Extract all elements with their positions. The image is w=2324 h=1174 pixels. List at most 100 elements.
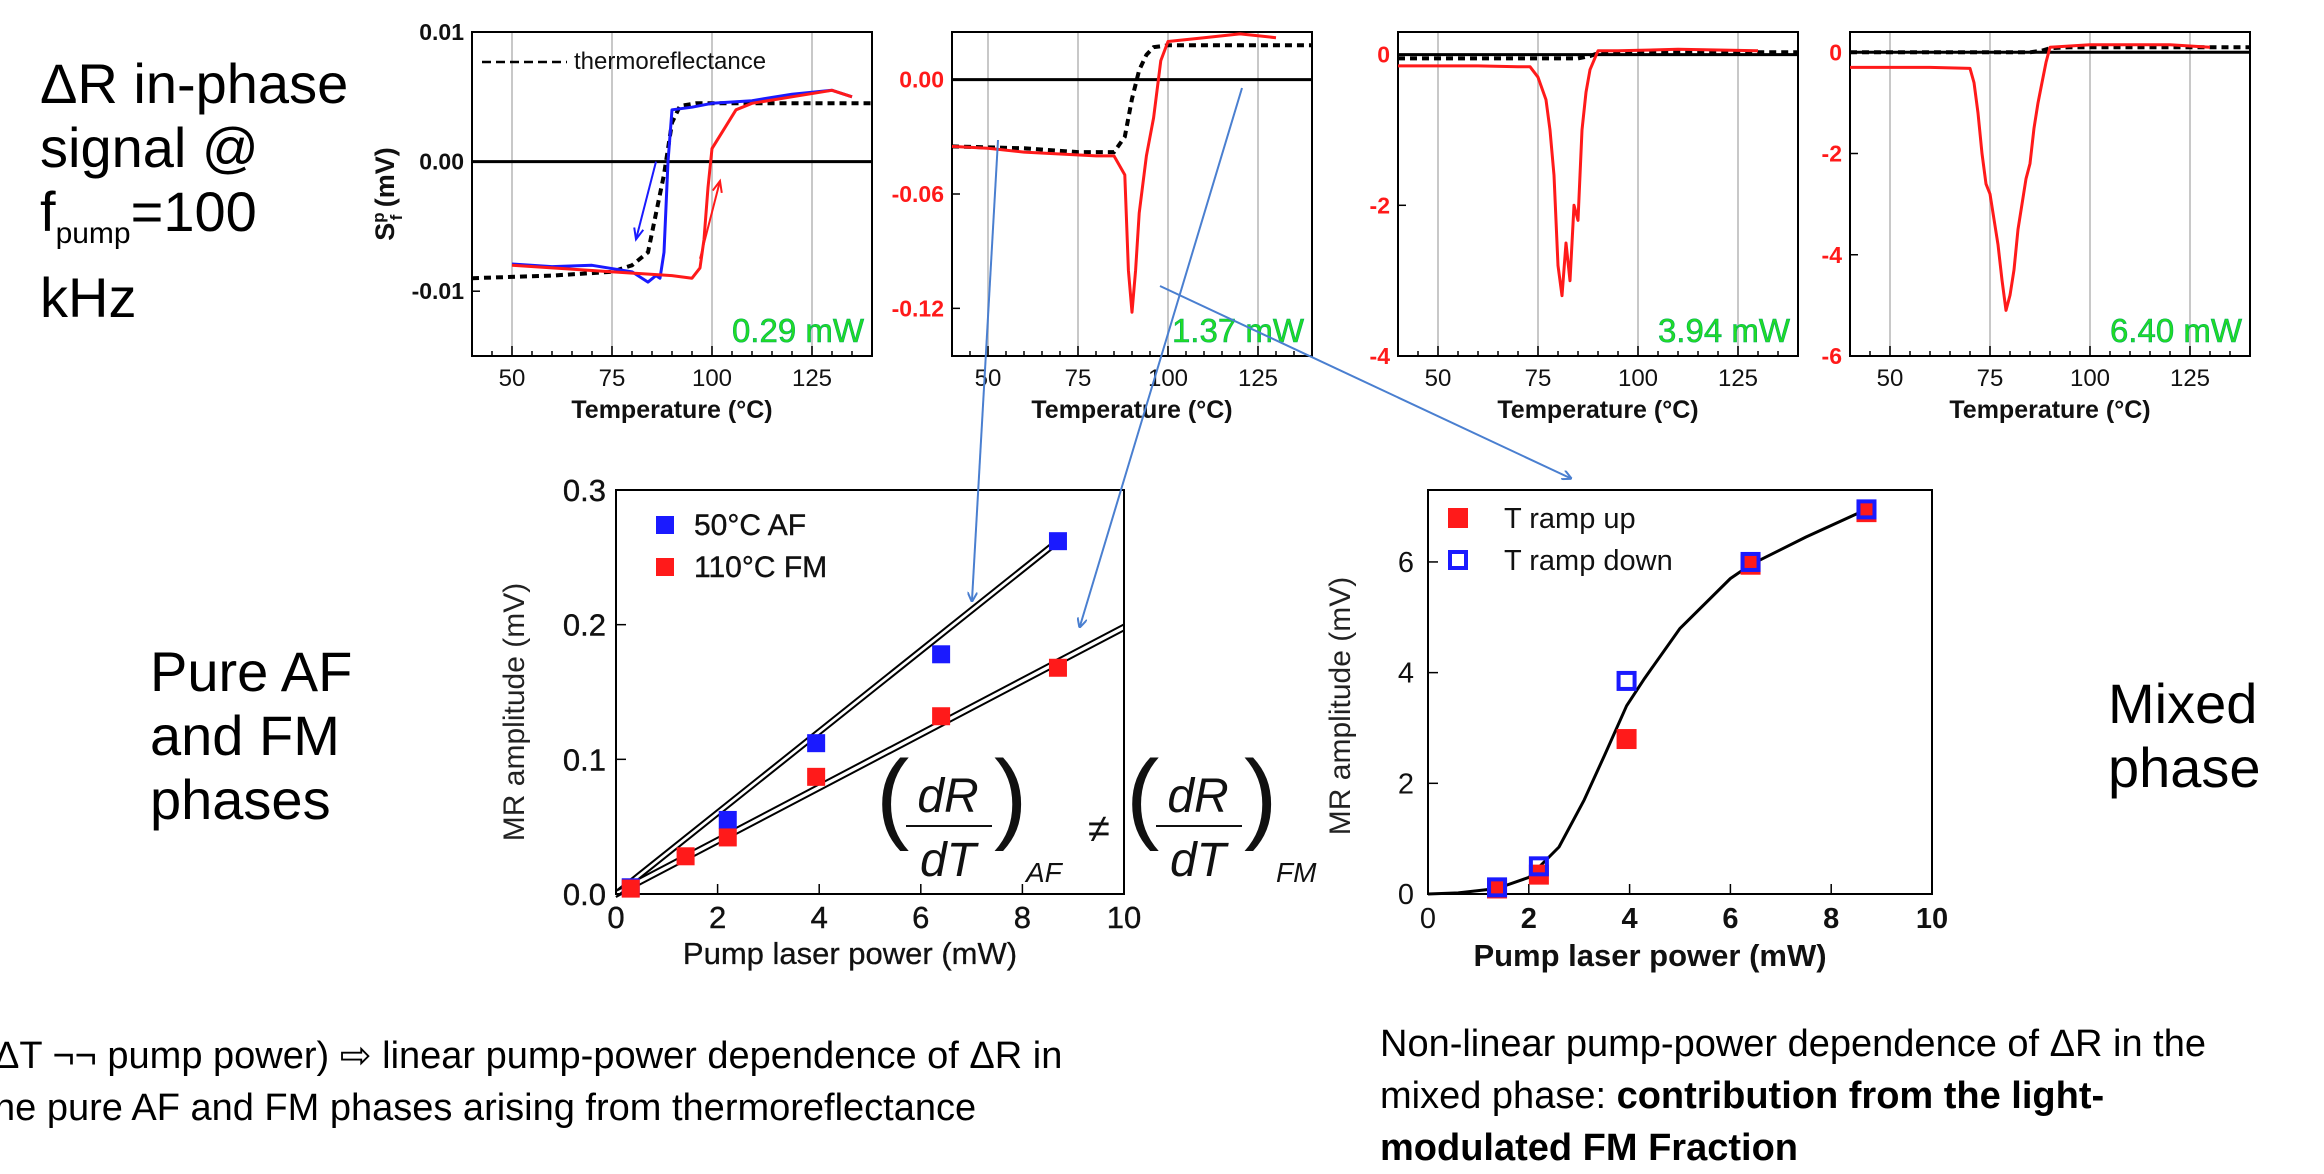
red-data-point — [807, 767, 826, 786]
temperature-chart-1: 50 75 100 125 0.01 0.00 -0.01 Temperature (°C) t… — [369, 19, 873, 424]
y-axis-label: Spf (mV) — [369, 147, 406, 241]
mixed-phase-line2: phase — [2108, 736, 2261, 799]
legend-label: thermoreflectance — [574, 48, 766, 75]
y-tick-label: 2 — [1398, 768, 1414, 800]
x-tick-label: 10 — [1107, 900, 1141, 935]
caption-right-line2: mixed phase: contribution from the light… — [1380, 1070, 2206, 1122]
y-tick-label: 0.00 — [419, 149, 464, 175]
caption-right-line2a: mixed phase: — [1380, 1075, 1617, 1117]
fm-derivative-numerator: dR — [1167, 770, 1228, 823]
red-data-point — [1528, 864, 1549, 885]
x-tick-label: 75 — [599, 365, 626, 392]
x-tick-label: 50 — [1877, 365, 1904, 392]
fit-line — [615, 623, 1125, 892]
mixed-phase-line1: Mixed — [2108, 672, 2258, 735]
pure-phases-line3: phases — [150, 768, 331, 831]
x-axis-label: Pump laser power (mW) — [683, 936, 1017, 971]
thermoreflectance-curve — [471, 101, 872, 281]
x-tick-label: 125 — [2170, 365, 2210, 392]
mixed-phase-label: Mixed phase — [2108, 672, 2261, 800]
x-tick-label: 8 — [1014, 900, 1031, 935]
y-tick-label: 0.2 — [563, 608, 606, 643]
af-derivative-close-paren: ) — [994, 740, 1027, 852]
f-symbol: f — [40, 180, 56, 243]
power-annotation: 1.37 mW — [1172, 312, 1305, 349]
red-data-point — [1856, 502, 1877, 523]
y-axis-label-sup: p — [369, 212, 388, 222]
pure-phases-line1: Pure AF — [150, 640, 353, 703]
caption-right-line1: Non-linear pump-power dependence of ΔR i… — [1380, 1023, 2206, 1065]
y-tick-label: -6 — [1822, 343, 1842, 369]
power-annotation: 6.40 mW — [2110, 312, 2243, 349]
x-tick-label: 125 — [1718, 365, 1758, 392]
y-tick-label: 0 — [1398, 879, 1414, 911]
plot-frame — [1427, 489, 1933, 895]
af-derivative-numerator: dR — [917, 770, 978, 823]
connector-arrows — [972, 87, 1570, 626]
blue-series-line — [511, 88, 853, 284]
blue-data-point — [1616, 670, 1637, 691]
y-tick-label: -0.12 — [892, 295, 944, 321]
signal-description: ΔR in-phase signal @ fpump=100 kHz — [40, 52, 348, 330]
blue-data-point — [1740, 551, 1761, 572]
blue-data-point — [1048, 532, 1067, 551]
y-tick-label: 0.00 — [899, 67, 944, 93]
blue-data-point — [1528, 856, 1549, 877]
blue-data-point — [1487, 877, 1508, 898]
legend-label: T ramp up — [1504, 503, 1636, 535]
blue-direction-arrow — [635, 161, 657, 240]
power-annotation: 3.94 mW — [1658, 312, 1791, 349]
fm-derivative-subscript: FM — [1276, 857, 1317, 888]
red-series-line — [951, 32, 1277, 314]
x-axis-label: Temperature (°C) — [1497, 396, 1698, 424]
temperature-chart-3: 50 75 100 125 0 -2 -4 Temperature (°C) 3.94 mW — [1370, 31, 1799, 424]
fm-derivative-denominator: dT — [1170, 834, 1230, 887]
fit-line — [615, 537, 1059, 892]
y-tick-label: -4 — [1370, 343, 1391, 369]
x-tick-label: 125 — [1238, 365, 1278, 392]
x-tick-label: 10 — [1916, 903, 1948, 935]
caption-left-line1: ΔT ¬¬ pump power) ⇨ linear pump-power de… — [0, 1035, 1063, 1077]
x-tick-label: 75 — [1065, 365, 1092, 392]
fit-line — [615, 629, 1125, 898]
y-tick-label: -0.06 — [892, 181, 944, 207]
plot-frame — [615, 489, 1125, 895]
plot-frame — [1397, 31, 1799, 357]
fm-derivative-open-paren: ( — [1126, 740, 1159, 852]
signal-description-line2: signal @ — [40, 116, 259, 179]
y-tick-label: 0.1 — [563, 742, 606, 777]
red-data-point — [1616, 729, 1637, 750]
pump-subscript: pump — [55, 217, 131, 250]
y-axis-label: MR amplitude (mV) — [498, 583, 531, 841]
af-derivative-open-paren: ( — [876, 740, 909, 852]
y-tick-label: -0.01 — [412, 278, 465, 304]
x-tick-label: 100 — [2070, 365, 2110, 392]
af-derivative-denominator: dT — [920, 834, 980, 887]
y-tick-label: 0.3 — [563, 473, 606, 508]
x-tick-label: 4 — [811, 900, 828, 935]
y-tick-label: -2 — [1822, 141, 1842, 167]
connector-arrow-3 — [1159, 285, 1570, 478]
legend-marker — [656, 558, 674, 576]
not-equal-sign: ≠ — [1088, 807, 1110, 851]
legend-marker — [656, 516, 674, 534]
x-tick-label: 75 — [1977, 365, 2004, 392]
x-axis-label: Temperature (°C) — [571, 396, 772, 424]
frequency-value: =100 — [130, 180, 257, 243]
pure-phases-line2: and FM — [150, 704, 340, 767]
signal-description-line1: ΔR in-phase — [40, 52, 349, 115]
red-data-point — [621, 879, 640, 898]
connector-arrow-2 — [1080, 87, 1243, 626]
x-tick-label: 0 — [607, 900, 624, 935]
caption-right-line3: modulated FM Fraction — [1380, 1127, 1798, 1169]
x-tick-label: 75 — [1525, 365, 1552, 392]
legend-marker — [1448, 508, 1468, 528]
y-axis-label-unit: (mV) — [370, 147, 400, 215]
fit-line — [615, 543, 1059, 898]
y-axis-label-s: S — [370, 223, 400, 241]
temperature-chart-4: 50 75 100 125 0 -2 -4 -6 Temperature (°C) 6.40 mW — [1822, 31, 2251, 424]
red-direction-arrow — [699, 180, 721, 260]
